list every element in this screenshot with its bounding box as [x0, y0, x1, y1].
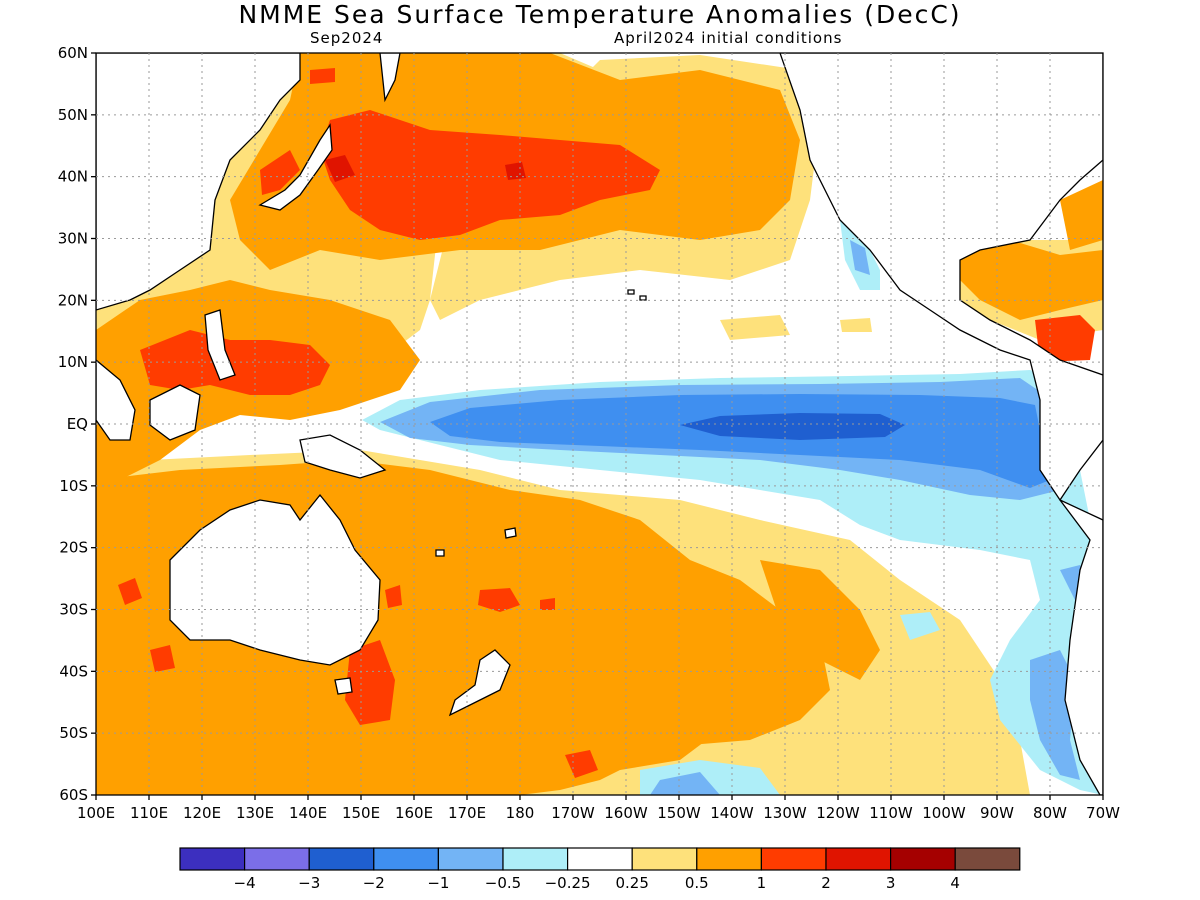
colorbar-label: 1 — [757, 874, 767, 892]
colorbar-label: −0.25 — [545, 874, 591, 892]
lat-tick-label: 20N — [58, 291, 88, 309]
lon-tick-label: 150W — [657, 804, 701, 822]
lon-tick-label: 160W — [604, 804, 648, 822]
lon-tick-label: 130E — [236, 804, 274, 822]
colorbar-label: 0.5 — [685, 874, 709, 892]
colorbar-swatch — [760, 847, 827, 871]
colorbar-swatch — [825, 847, 892, 871]
lon-tick-label: 180 — [506, 804, 535, 822]
init-conditions-label: April2024 initial conditions — [614, 29, 843, 47]
anomaly-neg2-neg3 — [680, 413, 905, 440]
anomaly-2-3 — [325, 155, 526, 182]
lon-tick-label: 110W — [869, 804, 913, 822]
colorbar-swatch — [373, 847, 439, 871]
lat-tick-label: 10N — [58, 353, 88, 371]
colorbar-swatch — [179, 847, 246, 871]
lat-tick-label: 60S — [59, 786, 88, 804]
longitude-axis: 100E 110E 120E 130E 140E 150E 160E 170E 180 170W 1… — [77, 795, 1120, 822]
colorbar-label: 3 — [886, 874, 896, 892]
lon-tick-label: 120W — [816, 804, 860, 822]
latitude-axis: 60N 50N 40N 30N 20N 10N EQ 10S 20S 30S 40S 50S 60S — [58, 44, 96, 804]
lon-tick-label: 100E — [77, 804, 115, 822]
lon-tick-label: 140E — [289, 804, 327, 822]
lon-tick-label: 130W — [763, 804, 807, 822]
lon-tick-label: 170E — [448, 804, 486, 822]
map-title: NMME Sea Surface Temperature Anomalies (… — [238, 0, 962, 29]
colorbar-label: −2 — [363, 874, 385, 892]
lat-tick-label: 30S — [59, 601, 88, 619]
colorbar: −4 −3 −2 −1 −0.5 −0.25 0.25 0.5 1 2 3 4 — [179, 847, 1021, 892]
lon-tick-label: 70W — [1086, 804, 1120, 822]
colorbar-swatch — [889, 847, 956, 871]
lon-tick-label: 150E — [342, 804, 380, 822]
colorbar-label: −4 — [234, 874, 256, 892]
anomaly-1-2 — [118, 55, 1095, 778]
lat-tick-label: 40S — [59, 662, 88, 680]
land-outlines — [96, 53, 1103, 795]
colorbar-label: −1 — [427, 874, 449, 892]
grid-lines — [96, 53, 1103, 795]
lat-tick-label: 40N — [58, 168, 88, 186]
colorbar-label: 4 — [950, 874, 960, 892]
colorbar-swatch — [566, 847, 633, 871]
colorbar-label: 2 — [821, 874, 831, 892]
lat-tick-label: 50S — [59, 724, 88, 742]
colorbar-swatch — [437, 847, 504, 871]
lon-tick-label: 120E — [183, 804, 221, 822]
colorbar-swatch — [502, 847, 569, 871]
lon-tick-label: 110E — [130, 804, 168, 822]
lon-tick-label: 160E — [395, 804, 433, 822]
colorbar-swatch — [954, 847, 1021, 871]
anomaly-neg1-neg2 — [430, 394, 1050, 488]
lon-tick-label: 100W — [922, 804, 966, 822]
colorbar-swatch — [308, 847, 375, 871]
colorbar-label: −3 — [298, 874, 320, 892]
colorbar-swatch — [696, 847, 762, 871]
colorbar-label: −0.5 — [485, 874, 521, 892]
colorbar-label: 0.25 — [615, 874, 648, 892]
lon-tick-label: 140W — [710, 804, 754, 822]
lon-tick-label: 170W — [551, 804, 595, 822]
lat-tick-label: 50N — [58, 106, 88, 124]
anomaly-field — [96, 53, 1103, 795]
lat-tick-label: 10S — [59, 477, 88, 495]
lon-tick-label: 80W — [1033, 804, 1067, 822]
lat-tick-label: 20S — [59, 539, 88, 557]
colorbar-swatch — [631, 847, 698, 871]
valid-month-label: Sep2024 — [310, 29, 384, 47]
lon-tick-label: 90W — [980, 804, 1014, 822]
lat-tick-label: 60N — [58, 44, 88, 62]
lat-tick-label: 30N — [58, 230, 88, 248]
colorbar-swatch — [244, 847, 310, 871]
lat-tick-label: EQ — [67, 415, 88, 433]
